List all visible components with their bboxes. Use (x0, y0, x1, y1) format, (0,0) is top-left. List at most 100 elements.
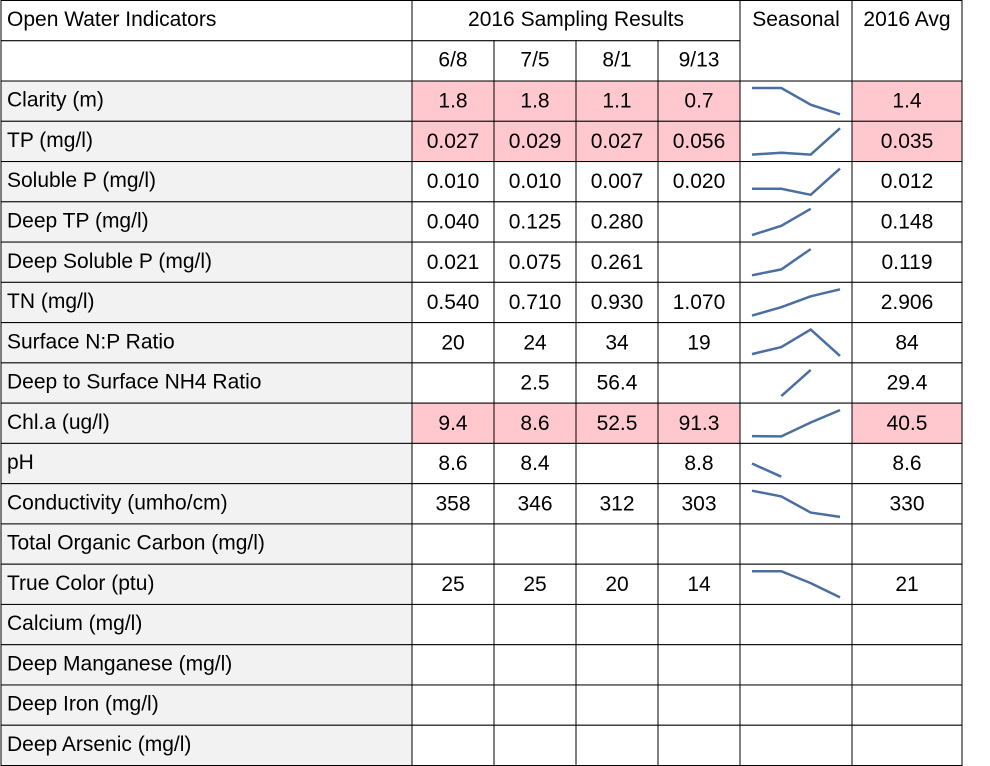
cell (493, 684, 577, 726)
sparkline (752, 86, 841, 116)
cell (575, 724, 659, 766)
date-header: 6/8 (438, 48, 467, 71)
value: 8.4 (520, 452, 550, 475)
cell (575, 523, 659, 565)
row-label: Clarity (m) (7, 89, 104, 112)
cell (0, 0, 413, 42)
cell (493, 724, 577, 766)
cell (575, 563, 659, 605)
seasonal-header: Seasonal (752, 8, 840, 31)
date-header: 7/5 (520, 48, 549, 71)
group-header: 2016 Sampling Results (468, 8, 684, 31)
cell (851, 0, 963, 82)
cell (411, 603, 495, 646)
cell (0, 684, 413, 726)
value: 1.8 (520, 90, 549, 113)
value: 91.3 (679, 412, 720, 435)
average: 21 (895, 573, 918, 596)
cell (739, 281, 853, 324)
value: 0.010 (509, 170, 562, 193)
cell (851, 603, 963, 646)
row-label: Deep TP (mg/l) (7, 209, 149, 232)
cell (0, 402, 413, 444)
cell (739, 161, 853, 203)
cell (739, 644, 853, 686)
cell (657, 322, 741, 364)
average: 2.906 (881, 291, 934, 314)
cell (575, 483, 659, 525)
row-label: Calcium (mg/l) (7, 612, 142, 635)
cell (411, 80, 495, 122)
cell (657, 201, 741, 243)
value: 303 (681, 492, 716, 515)
cell (657, 523, 741, 565)
value: 0.125 (509, 210, 562, 233)
cell (575, 281, 659, 324)
average: 0.119 (882, 251, 933, 274)
row-label: True Color (ptu) (7, 572, 154, 595)
value: 312 (599, 492, 634, 515)
sparkline (751, 127, 841, 156)
cell (493, 120, 577, 163)
cell (493, 644, 577, 686)
row-label: Deep Arsenic (mg/l) (7, 733, 191, 756)
cell (0, 40, 413, 82)
row-label: Deep Iron (mg/l) (7, 693, 159, 716)
cell (575, 684, 659, 726)
average-header: 2016 Avg (863, 8, 950, 31)
average: 0.012 (881, 170, 934, 193)
sparkline (752, 167, 841, 197)
value: 0.027 (591, 130, 644, 153)
row-label: TP (mg/l) (7, 129, 93, 152)
sparkline (780, 368, 812, 398)
cell (493, 362, 577, 404)
value: 56.4 (597, 372, 638, 395)
average: 84 (895, 331, 919, 354)
value: 2.5 (520, 372, 549, 395)
cell (851, 684, 963, 726)
cell (657, 563, 741, 605)
cell (851, 322, 963, 364)
average: 40.5 (887, 412, 928, 435)
cell (411, 644, 495, 686)
cell (739, 603, 853, 646)
value: 20 (441, 331, 464, 354)
cell (575, 362, 659, 404)
cell (0, 362, 413, 404)
cell (0, 241, 413, 283)
cell (575, 322, 659, 364)
cell (493, 523, 577, 565)
value: 0.261 (591, 251, 644, 274)
cell (739, 0, 853, 82)
row-label: Deep Manganese (mg/l) (7, 652, 232, 675)
cell (493, 402, 577, 444)
average: 0.148 (881, 210, 934, 233)
value: 34 (605, 331, 629, 354)
value: 1.8 (438, 90, 467, 113)
cell (739, 684, 853, 726)
value: 346 (517, 492, 552, 515)
cell (0, 603, 413, 646)
sparkline (751, 248, 812, 277)
value: 25 (523, 573, 546, 596)
cell (411, 483, 495, 525)
cell (0, 442, 413, 485)
cell (493, 201, 577, 243)
date-header: 8/1 (602, 48, 631, 71)
value: 0.020 (673, 170, 726, 193)
cell (0, 483, 413, 525)
value: 0.075 (509, 251, 562, 274)
cell (657, 724, 741, 766)
cell (575, 603, 659, 646)
cell (411, 322, 495, 364)
value: 20 (605, 573, 628, 596)
cell (493, 40, 577, 82)
value: 0.930 (591, 291, 644, 314)
sparkline (751, 288, 841, 317)
sparkline (751, 408, 841, 438)
value: 24 (523, 331, 547, 354)
value: 8.6 (438, 452, 467, 475)
cell (411, 442, 495, 485)
average: 330 (889, 492, 924, 515)
cell (575, 161, 659, 203)
